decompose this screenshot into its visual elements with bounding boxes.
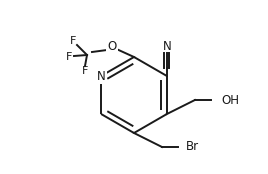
- Text: N: N: [162, 39, 171, 53]
- Text: N: N: [97, 69, 106, 82]
- Text: F: F: [82, 66, 88, 76]
- Text: Br: Br: [186, 140, 199, 153]
- Text: F: F: [66, 52, 72, 62]
- Text: OH: OH: [221, 93, 239, 106]
- Text: F: F: [70, 36, 76, 46]
- Text: O: O: [107, 41, 117, 53]
